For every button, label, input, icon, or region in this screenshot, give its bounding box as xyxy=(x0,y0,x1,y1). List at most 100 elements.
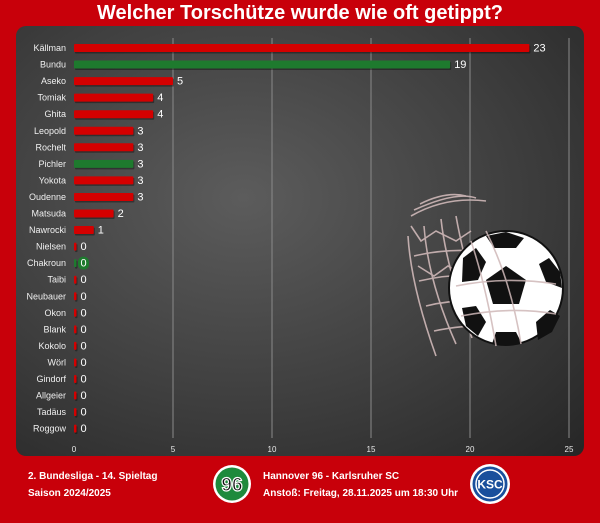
match-label: Hannover 96 - Karlsruher SC xyxy=(263,471,400,482)
category-label: Wörl xyxy=(48,357,67,367)
category-label: Taibi xyxy=(47,275,66,285)
value-label: 3 xyxy=(137,142,143,154)
bar xyxy=(74,143,134,152)
category-label: Gindorf xyxy=(36,374,66,384)
value-label: 2 xyxy=(118,208,124,220)
value-label: 0 xyxy=(81,340,87,352)
value-highlight xyxy=(78,256,89,270)
league-label: 2. Bundesliga - 14. Spieltag xyxy=(28,471,158,482)
hannover-96-logo-icon: 96 xyxy=(213,465,251,503)
soccer-ball-net-illustration xyxy=(407,193,564,357)
chart-panel: Källman Bundu Aseko Tomiak Ghita Leopold Roche… xyxy=(16,26,584,456)
bar xyxy=(74,77,173,86)
value-label: 3 xyxy=(137,158,143,170)
value-label: 0 xyxy=(81,291,87,303)
bar xyxy=(74,110,154,119)
category-label: Yokota xyxy=(39,175,66,185)
bar-chart: Källman Bundu Aseko Tomiak Ghita Leopold Roche… xyxy=(26,38,574,454)
value-label: 23 xyxy=(533,43,545,55)
value-label: 3 xyxy=(137,175,143,187)
bar xyxy=(74,391,77,400)
value-label: 0 xyxy=(81,423,87,435)
category-label: Källman xyxy=(33,43,66,53)
bar xyxy=(74,226,94,235)
season-label: Saison 2024/2025 xyxy=(28,488,111,499)
x-tick-label: 0 xyxy=(72,445,77,454)
value-label: 1 xyxy=(98,225,104,237)
value-label: 3 xyxy=(137,191,143,203)
x-tick-label: 5 xyxy=(171,445,176,454)
bar xyxy=(74,308,77,317)
category-label: Tomiak xyxy=(37,93,66,103)
category-label: Okon xyxy=(44,308,66,318)
category-label: Roggow xyxy=(33,424,67,434)
value-label: 0 xyxy=(81,407,87,419)
category-label: Ghita xyxy=(44,109,66,119)
value-label: 4 xyxy=(157,92,163,104)
bar xyxy=(74,242,77,251)
value-label: 0 xyxy=(81,307,87,319)
bar xyxy=(74,176,134,185)
category-label: Neubauer xyxy=(26,291,66,301)
category-label: Aseko xyxy=(41,76,66,86)
category-label: Tadäus xyxy=(37,407,67,417)
category-label: Bundu xyxy=(40,60,66,70)
chart-title: Welcher Torschütze wurde wie oft getippt… xyxy=(97,2,503,24)
value-label: 0 xyxy=(81,374,87,386)
value-label: 3 xyxy=(137,125,143,137)
value-label: 0 xyxy=(81,324,87,336)
value-label: 0 xyxy=(81,274,87,286)
category-label: Oudenne xyxy=(29,192,66,202)
bar xyxy=(74,375,77,383)
value-label: 0 xyxy=(81,390,87,402)
x-axis-ticks: 0 5 10 15 20 25 xyxy=(72,445,574,454)
category-labels: Källman Bundu Aseko Tomiak Ghita Leopold Roche… xyxy=(26,43,66,434)
category-label: Pichler xyxy=(38,159,66,169)
soccer-ball-icon xyxy=(448,230,564,346)
bar xyxy=(74,275,77,284)
category-label: Blank xyxy=(43,324,66,334)
bar xyxy=(74,325,77,334)
category-label: Matsuda xyxy=(31,209,66,219)
value-label: 19 xyxy=(454,59,466,71)
bar xyxy=(74,159,134,168)
bar xyxy=(74,60,451,69)
footer: 2. Bundesliga - 14. Spieltag Saison 2024… xyxy=(0,462,600,523)
category-label: Chakroun xyxy=(27,258,66,268)
x-tick-label: 10 xyxy=(268,445,277,454)
category-label: Nawrocki xyxy=(29,225,66,235)
value-label: 0 xyxy=(81,357,87,369)
bar xyxy=(74,93,154,102)
x-tick-label: 15 xyxy=(367,445,376,454)
x-tick-label: 25 xyxy=(565,445,574,454)
karlsruher-sc-logo-icon: KSC xyxy=(470,464,510,504)
bar xyxy=(74,192,134,201)
value-label: 0 xyxy=(81,241,87,253)
value-label: 0 xyxy=(81,258,87,270)
away-logo-text: KSC xyxy=(477,478,503,492)
bar xyxy=(74,408,77,417)
bar xyxy=(74,358,77,367)
category-label: Leopold xyxy=(34,126,66,136)
x-tick-label: 20 xyxy=(466,445,475,454)
bar xyxy=(74,292,77,301)
bar xyxy=(74,341,77,350)
category-label: Nielsen xyxy=(36,242,66,252)
bar xyxy=(74,44,530,52)
home-logo-text: 96 xyxy=(221,475,242,496)
bar xyxy=(74,424,77,433)
match-info: Hannover 96 - Karlsruher SC Anstoß: Frei… xyxy=(263,468,458,502)
bars xyxy=(74,44,531,435)
league-info: 2. Bundesliga - 14. Spieltag Saison 2024… xyxy=(28,468,157,502)
category-label: Rochelt xyxy=(35,142,66,152)
bar xyxy=(74,209,114,218)
bar xyxy=(74,126,134,135)
bar xyxy=(74,259,77,268)
kickoff-label: Anstoß: Freitag, 28.11.2025 um 18:30 Uhr xyxy=(263,488,459,499)
category-label: Allgeier xyxy=(36,391,66,401)
category-label: Kokolo xyxy=(38,341,66,351)
value-label: 4 xyxy=(157,109,163,121)
value-label: 5 xyxy=(177,76,183,88)
gridlines xyxy=(172,38,570,438)
